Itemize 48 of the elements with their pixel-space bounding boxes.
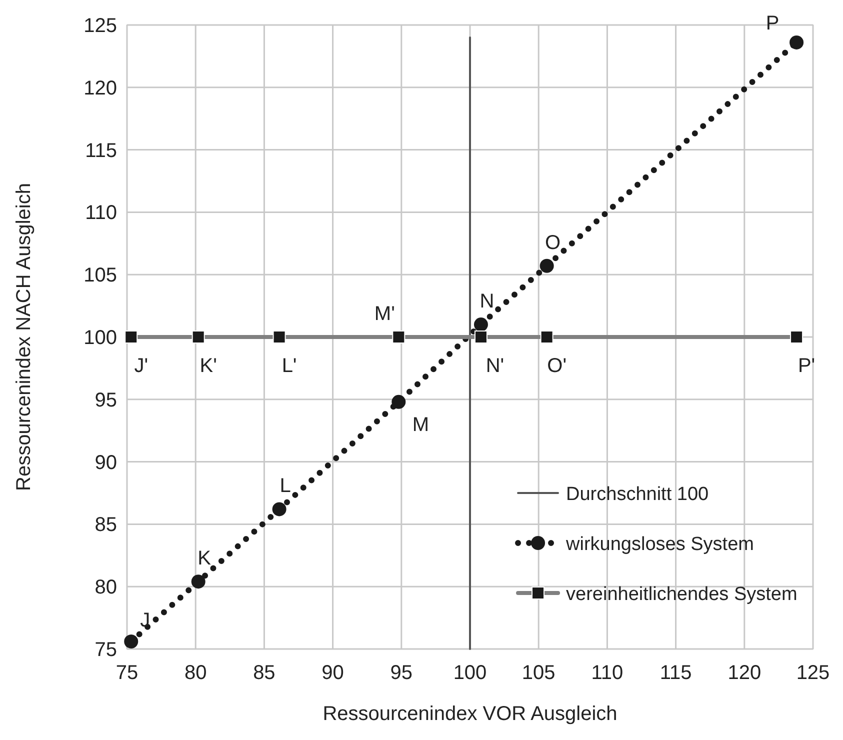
x-axis-title: Ressourcenindex VOR Ausgleich (322, 703, 618, 725)
annotation: K (198, 548, 212, 570)
annotation: J' (134, 355, 148, 377)
annotation: M' (374, 303, 395, 325)
y-tick-label: 100 (84, 327, 117, 349)
y-tick-label: 105 (84, 264, 117, 287)
x-tick-label: 100 (453, 662, 487, 684)
annotation: L' (282, 355, 297, 377)
y-tick-label: 85 (94, 514, 117, 536)
y-axis-title: Ressourcenindex NACH Ausgleich (13, 183, 35, 491)
x-tick-label: 115 (660, 662, 692, 684)
annotation: M (412, 414, 429, 436)
annotation: K' (200, 355, 217, 377)
y-tick-label: 80 (94, 576, 117, 599)
x-tick-label: 80 (184, 662, 207, 684)
y-tick-label: 115 (85, 140, 117, 162)
y-tick-label: 120 (84, 77, 117, 100)
x-tick-label: 120 (728, 662, 762, 684)
x-tick-label: 85 (253, 662, 276, 684)
x-tick-label: 110 (591, 662, 624, 684)
point (191, 574, 206, 589)
point (124, 634, 138, 649)
legend-label: wirkungsloses System (565, 534, 754, 555)
x-tick-label: 75 (116, 662, 138, 684)
annotation: J (140, 610, 150, 632)
annotation: O (545, 232, 561, 254)
point (790, 35, 804, 50)
y-tick-label: 110 (85, 202, 117, 224)
annotation: N' (486, 355, 504, 377)
y-tick-label: 125 (84, 15, 117, 37)
x-tick-label: 95 (390, 662, 413, 684)
x-tick-label: 105 (522, 662, 556, 684)
legend-label: Durchschnitt 100 (566, 484, 709, 505)
annotation: N (480, 290, 494, 313)
y-tick-label: 90 (94, 452, 117, 474)
x-tick-label: 90 (322, 662, 344, 684)
point (474, 318, 488, 332)
point (392, 394, 406, 409)
x-tick-label: 125 (796, 662, 830, 684)
point (272, 502, 286, 516)
annotation: L (280, 475, 291, 498)
y-tick-label: 95 (94, 389, 117, 412)
annotation: P' (798, 355, 816, 377)
annotation: O' (547, 355, 567, 377)
legend-label: vereinheitlichendes System (566, 584, 798, 605)
annotation: P (766, 12, 780, 34)
point (540, 258, 554, 273)
y-tick-label: 75 (94, 639, 117, 661)
